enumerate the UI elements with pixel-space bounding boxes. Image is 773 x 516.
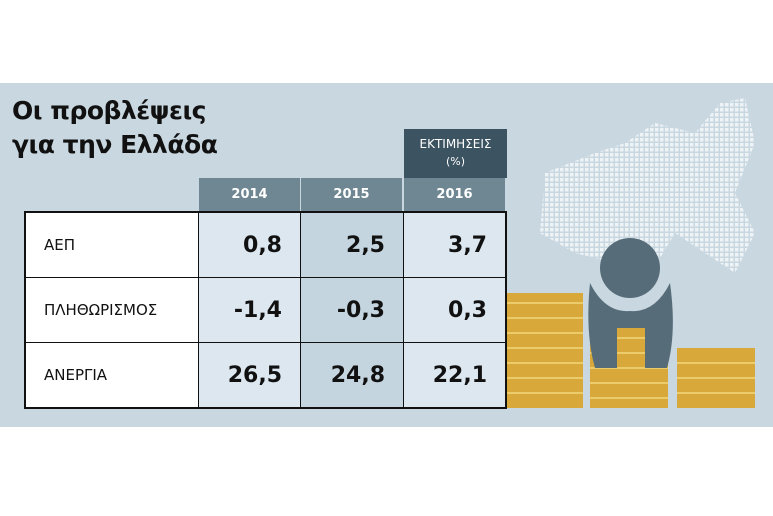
person-figure (588, 238, 673, 368)
column-header: 2015 (301, 178, 403, 211)
coin-stack (507, 293, 755, 408)
title: Οι προβλέψεις (12, 96, 207, 125)
row-label: ΠΛΗΘΩΡΙΣΜΟΣ (26, 278, 199, 343)
table-cell: 24,8 (301, 343, 404, 407)
estimate-unit: (%) (445, 155, 466, 168)
table-cell: 0,3 (404, 278, 505, 343)
table-cell: 0,8 (199, 213, 301, 278)
table-cell: 2,5 (301, 213, 404, 278)
data-table: ΑΕΠ 0,8 2,5 3,7 ΠΛΗΘΩΡΙΣΜΟΣ -1,4 -0,3 0,3 ΑΝΕΡΓΙ… (24, 211, 507, 409)
table-cell: -1,4 (199, 278, 301, 343)
estimate-header: ΕΚΤΙΜΗΣΕΙΣ (%) (404, 129, 507, 178)
row-label: ΑΕΠ (26, 213, 199, 278)
table-cell: -0,3 (301, 278, 404, 343)
table-cell: 22,1 (404, 343, 505, 407)
title: για την Ελλάδα (12, 130, 218, 159)
row-label: ΑΝΕΡΓΙΑ (26, 343, 199, 407)
illustration (507, 98, 755, 408)
map-greece (540, 98, 755, 283)
table-cell: 26,5 (199, 343, 301, 407)
column-header: 2016 (404, 178, 506, 211)
table-cell: 3,7 (404, 213, 505, 278)
estimate-label: ΕΚΤΙΜΗΣΕΙΣ (419, 137, 492, 151)
column-header: 2014 (199, 178, 301, 211)
